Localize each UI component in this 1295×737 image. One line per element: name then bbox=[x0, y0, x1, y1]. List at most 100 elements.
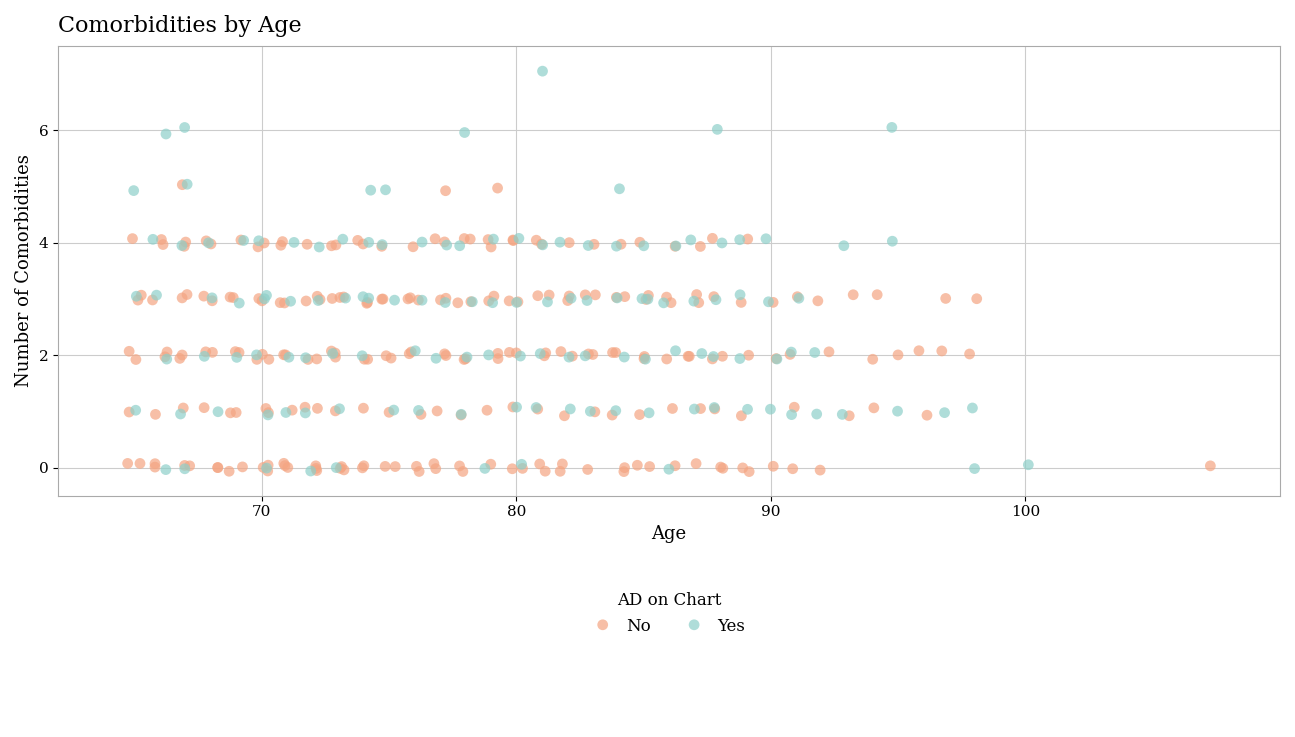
Point bbox=[702, 232, 723, 244]
Point bbox=[232, 461, 253, 473]
Point bbox=[435, 296, 456, 308]
Point bbox=[225, 346, 246, 357]
Point bbox=[154, 351, 175, 363]
Point bbox=[306, 463, 326, 475]
Point bbox=[738, 349, 759, 361]
Point bbox=[834, 240, 855, 251]
Point bbox=[703, 351, 724, 363]
Point bbox=[202, 346, 223, 358]
Point bbox=[126, 290, 146, 302]
Point bbox=[512, 463, 532, 475]
Point bbox=[606, 291, 627, 303]
Point bbox=[273, 458, 294, 469]
Point bbox=[653, 297, 673, 309]
Point bbox=[478, 349, 499, 361]
Point bbox=[130, 458, 150, 469]
Point bbox=[737, 403, 758, 415]
Point bbox=[559, 403, 580, 415]
Point bbox=[602, 409, 623, 421]
Point bbox=[378, 406, 399, 418]
Point bbox=[122, 233, 142, 245]
Point bbox=[430, 294, 451, 306]
Point bbox=[531, 238, 552, 250]
Point bbox=[376, 350, 396, 362]
Point bbox=[193, 290, 214, 302]
Point bbox=[254, 237, 275, 249]
Point bbox=[535, 465, 556, 477]
Point bbox=[451, 408, 471, 420]
Point bbox=[703, 290, 724, 302]
Point bbox=[357, 353, 378, 365]
Point bbox=[176, 289, 197, 301]
Point bbox=[155, 464, 176, 475]
Point bbox=[783, 402, 804, 413]
Point bbox=[679, 350, 699, 362]
Point bbox=[1018, 459, 1039, 471]
Point bbox=[175, 122, 196, 133]
Point bbox=[789, 293, 809, 304]
Point bbox=[843, 289, 864, 301]
Point bbox=[527, 403, 548, 415]
Point bbox=[175, 236, 196, 248]
Point bbox=[457, 352, 478, 363]
Point bbox=[172, 179, 193, 191]
Point bbox=[282, 405, 303, 416]
Point bbox=[767, 353, 787, 365]
Point bbox=[352, 462, 373, 474]
Point bbox=[562, 350, 583, 362]
Point bbox=[258, 459, 278, 471]
Point bbox=[781, 346, 802, 358]
Point bbox=[307, 464, 328, 476]
Point bbox=[246, 349, 267, 360]
Point bbox=[249, 235, 269, 247]
Point bbox=[403, 241, 423, 253]
Point bbox=[202, 292, 223, 304]
Point bbox=[550, 465, 571, 477]
Point bbox=[157, 346, 177, 358]
Point bbox=[354, 353, 374, 365]
Point bbox=[434, 236, 455, 248]
Point bbox=[637, 293, 658, 305]
Point bbox=[256, 462, 277, 474]
Point bbox=[474, 463, 495, 475]
Point bbox=[332, 461, 352, 472]
Point bbox=[352, 238, 373, 250]
Point bbox=[452, 466, 473, 478]
Point bbox=[435, 349, 456, 361]
Point bbox=[399, 348, 420, 360]
Point bbox=[435, 293, 456, 304]
Point bbox=[629, 409, 650, 421]
Point bbox=[660, 297, 681, 309]
Point bbox=[246, 354, 267, 366]
Point bbox=[405, 345, 426, 357]
Text: Comorbidities by Age: Comorbidities by Age bbox=[58, 15, 302, 37]
Point bbox=[558, 352, 579, 363]
Point bbox=[145, 458, 166, 469]
Point bbox=[690, 402, 711, 414]
Point bbox=[480, 241, 501, 253]
Point bbox=[635, 351, 655, 363]
Point bbox=[376, 184, 396, 196]
Point bbox=[862, 353, 883, 365]
Point bbox=[411, 408, 431, 420]
Point bbox=[412, 294, 433, 306]
Point bbox=[276, 407, 297, 419]
Point bbox=[733, 462, 754, 474]
Point bbox=[1200, 460, 1221, 472]
Point bbox=[526, 402, 546, 413]
Point bbox=[131, 290, 152, 301]
Point bbox=[561, 293, 581, 304]
Point bbox=[575, 350, 596, 362]
Point bbox=[537, 296, 558, 308]
Point bbox=[605, 346, 625, 358]
Point bbox=[352, 291, 373, 303]
Point bbox=[482, 297, 502, 309]
Point bbox=[557, 295, 578, 307]
Point bbox=[269, 297, 290, 309]
Point bbox=[255, 402, 276, 414]
Point bbox=[322, 348, 343, 360]
Point bbox=[864, 402, 884, 413]
Point bbox=[633, 240, 654, 252]
Point bbox=[172, 349, 193, 361]
Point bbox=[453, 233, 474, 245]
